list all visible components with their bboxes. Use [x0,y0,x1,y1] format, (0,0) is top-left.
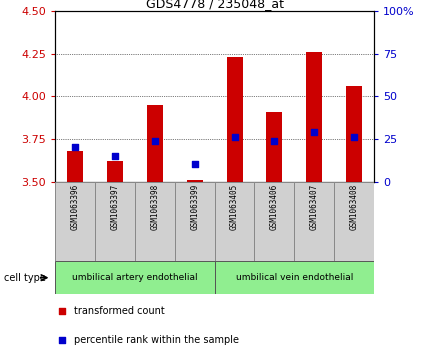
Bar [346,86,362,182]
Bar [266,111,282,182]
Text: GSM1063407: GSM1063407 [310,184,319,230]
Title: GDS4778 / 235048_at: GDS4778 / 235048_at [146,0,283,10]
Point [72,144,79,150]
Point [311,129,317,135]
Bar [255,182,294,261]
Bar [227,57,243,182]
Point [58,309,65,314]
Point [151,138,158,143]
Text: GSM1063399: GSM1063399 [190,184,199,230]
Bar [294,182,334,261]
Text: percentile rank within the sample: percentile rank within the sample [74,335,239,345]
Bar [334,182,374,261]
Text: cell type: cell type [4,273,46,283]
Bar [215,182,255,261]
Bar [135,182,175,261]
Bar [306,52,322,182]
Bar [175,182,215,261]
Text: GSM1063396: GSM1063396 [71,184,79,230]
Point [231,134,238,140]
Bar [107,161,123,182]
Bar [95,182,135,261]
Point [58,338,65,343]
Text: GSM1063405: GSM1063405 [230,184,239,230]
Text: GSM1063397: GSM1063397 [110,184,119,230]
Text: GSM1063406: GSM1063406 [270,184,279,230]
Point [351,134,357,140]
Text: GSM1063408: GSM1063408 [350,184,359,230]
Bar [215,261,374,294]
Text: transformed count: transformed count [74,306,165,316]
Bar [67,151,83,182]
Bar [187,180,203,182]
Text: umbilical artery endothelial: umbilical artery endothelial [72,273,198,282]
Point [191,162,198,167]
Point [271,138,278,143]
Bar [147,105,163,182]
Text: GSM1063398: GSM1063398 [150,184,159,230]
Bar [55,182,95,261]
Point [112,153,119,159]
Bar [55,261,215,294]
Text: umbilical vein endothelial: umbilical vein endothelial [235,273,353,282]
